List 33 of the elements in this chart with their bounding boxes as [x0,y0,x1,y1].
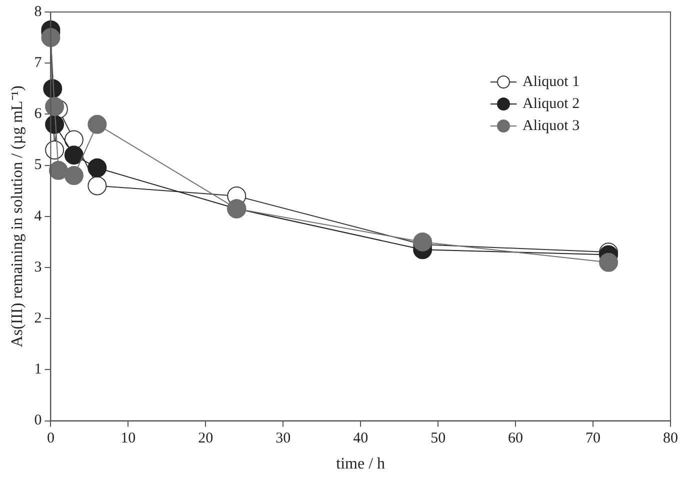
point [45,97,64,116]
point [64,166,84,186]
y-tick-label: 3 [34,259,42,276]
legend-label: Aliquot 1 [522,74,580,90]
point [599,252,618,272]
x-tick-label: 0 [46,430,54,447]
y-tick-label: 1 [34,362,42,378]
x-tick-label: 50 [430,430,446,447]
point [88,176,107,196]
y-tick-label: 5 [34,157,42,174]
y-tick-label: 2 [34,310,42,327]
legend-label: Aliquot 2 [522,96,580,112]
y-tick-label: 4 [34,208,42,224]
point [41,28,60,48]
y-tick-label: 6 [34,106,42,122]
point [88,114,107,134]
y-axis-title: As(III) remaining in solution / (µg mL⁻¹) [8,86,26,348]
x-tick-label: 60 [508,430,524,447]
point [48,160,68,180]
legend-label: Aliquot 3 [522,118,580,134]
point [64,146,84,165]
x-tick-label: 40 [353,430,368,447]
x-tick-label: 70 [586,430,601,447]
y-tick-label: 7 [34,55,42,72]
y-tick-label: 0 [34,412,42,429]
x-tick-label: 30 [276,430,291,447]
y-tick-label: 8 [34,4,42,20]
x-tick-label: 10 [120,430,136,447]
x-axis-title: time / h [336,456,386,473]
x-tick-label: 20 [198,430,214,447]
x-tick-label: 80 [663,430,678,447]
point [88,158,107,178]
point [413,232,432,252]
